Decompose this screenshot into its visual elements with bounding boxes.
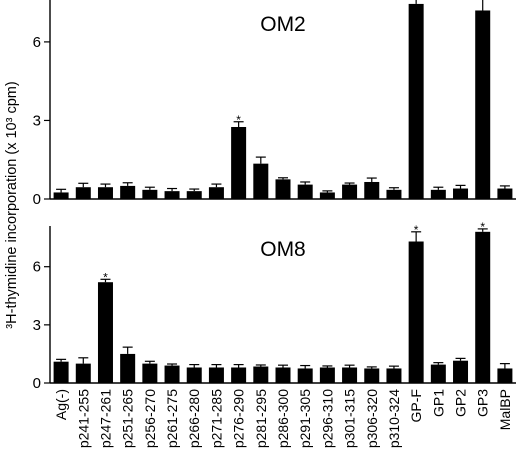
y-tick-label: 0 [33, 191, 41, 208]
bar-p310-324 [386, 189, 402, 199]
category-label: GP1 [430, 389, 446, 417]
panel-om8: 0 3 6 OM8 * * * [33, 220, 516, 392]
category-label: GP-F [408, 389, 424, 422]
bar-p281-295 [253, 366, 269, 383]
bar-p261-275 [164, 365, 180, 383]
y-tick-label: 6 [33, 34, 41, 51]
category-label: p256-270 [142, 389, 158, 448]
bar-Ag(-) [53, 192, 69, 199]
panel-title: OM2 [260, 13, 306, 36]
bar-p266-280 [186, 367, 202, 383]
bar-p291-305 [297, 368, 313, 383]
bar-p281-295 [253, 163, 269, 199]
category-label: GP3 [475, 389, 491, 417]
category-label: p291-305 [297, 389, 313, 448]
bar-GP2 [453, 360, 469, 383]
bar-p271-285 [208, 187, 224, 199]
category-label: p281-295 [253, 389, 269, 448]
bar-p256-270 [142, 363, 158, 383]
bar-Ag(-) [53, 361, 69, 383]
category-label: p310-324 [386, 389, 402, 448]
bar-MalBP [497, 188, 513, 199]
y-axis-label: ³H-thymidine incorporation (x 10³ cpm) [4, 81, 20, 328]
significance-marker: * [480, 220, 485, 234]
bar-p296-310 [319, 367, 335, 383]
bar-GP1 [430, 364, 446, 383]
bar-p276-290 [231, 367, 247, 383]
category-label: p301-315 [342, 389, 358, 448]
category-label: p251-265 [120, 389, 136, 448]
bar-GP-F [408, 241, 424, 383]
bar-p266-280 [186, 191, 202, 199]
bar-p301-315 [342, 184, 358, 199]
bar-p286-300 [275, 367, 291, 383]
bar-p261-275 [164, 191, 180, 199]
category-label: p241-255 [75, 389, 91, 448]
y-tick-label: 3 [33, 317, 41, 334]
y-tick-label: 0 [33, 375, 41, 392]
category-label: p296-310 [319, 389, 335, 448]
bar-p251-265 [120, 185, 136, 199]
bar-p306-320 [364, 368, 380, 383]
bar-GP1 [430, 189, 446, 199]
bar-p241-255 [75, 187, 91, 199]
bar-MalBP [497, 368, 513, 383]
category-label: GP2 [453, 389, 469, 417]
bar-p296-310 [319, 192, 335, 199]
bar-p306-320 [364, 181, 380, 199]
bar-p286-300 [275, 179, 291, 199]
bar-GP2 [453, 188, 469, 199]
significance-marker: * [236, 113, 241, 127]
category-label: p261-275 [164, 389, 180, 448]
bar-p247-261 [97, 282, 113, 383]
y-tick-label: 3 [33, 112, 41, 129]
bar-GP-F [408, 3, 424, 200]
category-label: p271-285 [208, 389, 224, 448]
category-label: p276-290 [231, 389, 247, 448]
bar-p291-305 [297, 184, 313, 199]
significance-marker: * [414, 223, 419, 237]
x-axis-category-labels: Ag(-) p241-255 p247-261 p251-265 p256-270 p26… [53, 389, 513, 448]
bar-p247-261 [97, 187, 113, 199]
category-label: p286-300 [275, 389, 291, 448]
bar-p256-270 [142, 189, 158, 199]
significance-marker: * [103, 270, 108, 284]
bar-p241-255 [75, 363, 91, 383]
bar-GP3 [475, 10, 491, 200]
bar-GP3 [475, 231, 491, 383]
bar-p276-290 [231, 126, 247, 199]
category-label: MalBP [497, 389, 513, 430]
bar-p251-265 [120, 353, 136, 383]
bar-p310-324 [386, 368, 402, 383]
category-label: p247-261 [97, 389, 113, 448]
category-label: p306-320 [364, 389, 380, 448]
bar-p301-315 [342, 367, 358, 383]
panel-title: OM8 [260, 238, 306, 261]
category-label: Ag(-) [53, 389, 69, 420]
y-tick-label: 6 [33, 259, 41, 276]
category-label: p266-280 [186, 389, 202, 448]
bar-p271-285 [208, 367, 224, 383]
